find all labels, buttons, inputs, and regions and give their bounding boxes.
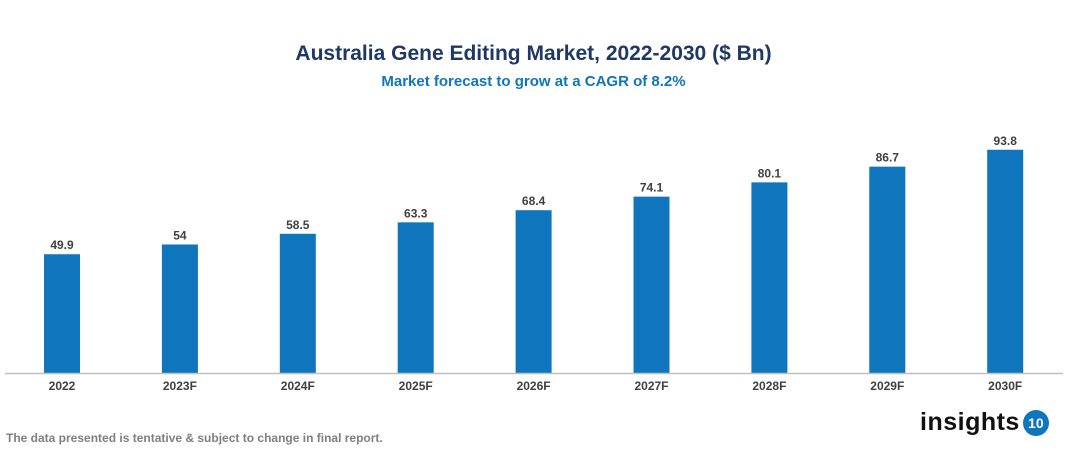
x-tick-label: 2024F (281, 379, 315, 393)
logo-text: insights (920, 408, 1020, 436)
bar (515, 210, 552, 373)
x-tick-label: 2029F (870, 379, 904, 393)
logo-badge: 10 (1022, 409, 1049, 436)
data-label: 68.4 (522, 194, 546, 208)
bar (161, 244, 198, 373)
data-label: 74.1 (640, 181, 664, 195)
x-tick-label: 2022 (49, 379, 76, 393)
insights10-logo: insights 10 (920, 408, 1049, 437)
data-label: 93.8 (994, 134, 1018, 148)
footnote: The data presented is tentative & subjec… (6, 431, 383, 445)
bar (397, 222, 434, 373)
bar (987, 149, 1024, 373)
data-label: 58.5 (286, 218, 310, 232)
x-tick-label: 2027F (634, 379, 668, 393)
bar (44, 254, 80, 373)
x-tick-label: 2028F (752, 379, 786, 393)
chart-title: Australia Gene Editing Market, 2022-2030… (295, 42, 772, 65)
bar (751, 182, 788, 373)
data-label: 54 (173, 228, 187, 242)
x-tick-label: 2030F (988, 379, 1022, 393)
x-tick-label: 2023F (163, 379, 197, 393)
x-tick-label: 2026F (517, 379, 551, 393)
chart-subtitle: Market forecast to grow at a CAGR of 8.2… (381, 73, 686, 90)
data-label: 49.9 (50, 238, 74, 252)
data-label: 86.7 (876, 151, 900, 165)
data-label: 80.1 (758, 166, 782, 180)
data-label: 63.3 (404, 206, 428, 220)
x-tick-label: 2025F (399, 379, 433, 393)
bar (633, 196, 670, 373)
bar (279, 233, 316, 373)
bar (869, 166, 906, 373)
